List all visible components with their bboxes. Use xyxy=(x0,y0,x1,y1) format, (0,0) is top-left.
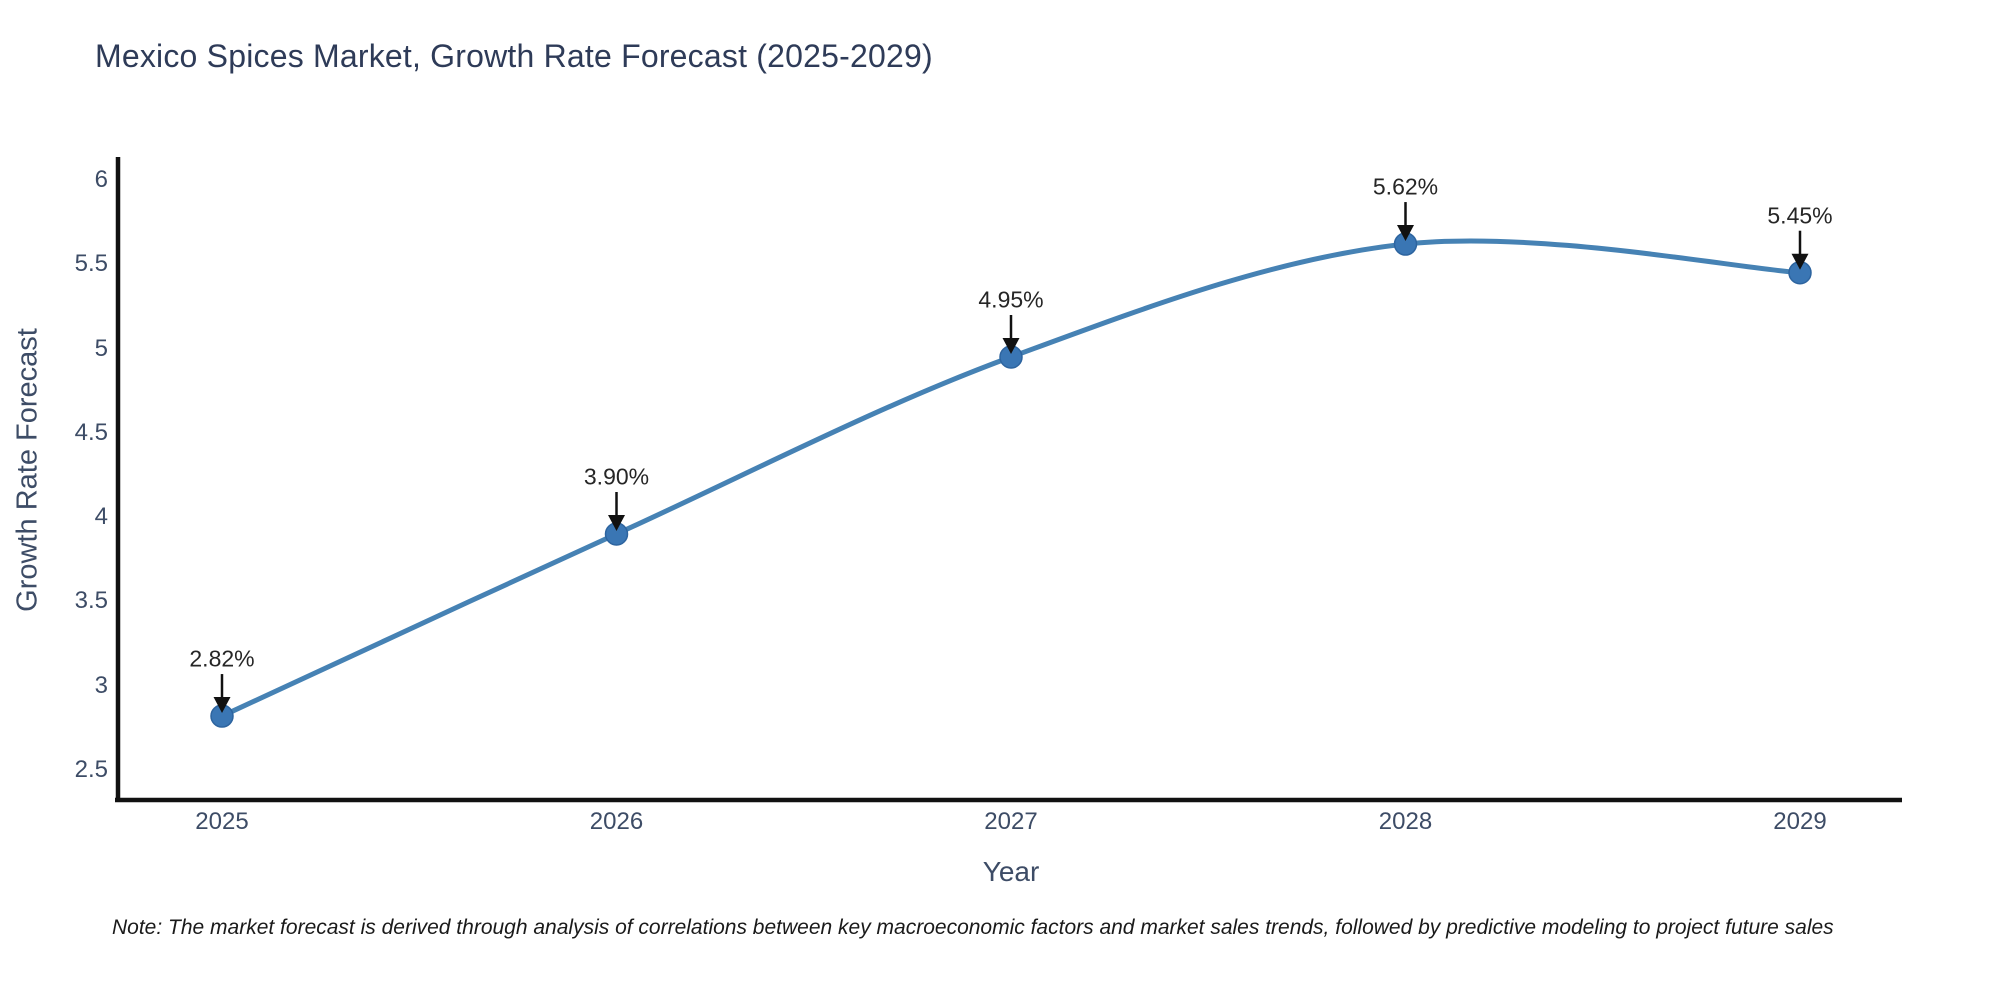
x-tick-label: 2029 xyxy=(1773,808,1827,835)
point-value-annotation: 5.62% xyxy=(1372,173,1439,200)
x-axis-title: Year xyxy=(982,856,1040,887)
annotation-arrowhead-icon xyxy=(1791,253,1809,270)
y-tick-label: 4.5 xyxy=(74,418,108,446)
chart-title: Mexico Spices Market, Growth Rate Foreca… xyxy=(95,38,933,74)
y-tick-label: 3 xyxy=(94,671,108,699)
chart-footnote: Note: The market forecast is derived thr… xyxy=(112,916,1834,939)
point-value-annotation: 2.82% xyxy=(189,645,255,672)
annotation-arrowhead-icon xyxy=(1002,338,1020,354)
y-tick-label: 6 xyxy=(94,166,108,193)
x-tick-label: 2028 xyxy=(1378,808,1433,835)
annotation-arrowhead-icon xyxy=(213,697,231,714)
y-tick-label: 4 xyxy=(94,503,108,531)
y-tick-label: 2.5 xyxy=(74,756,108,783)
point-value-annotation: 4.95% xyxy=(978,286,1044,313)
x-tick-label: 2026 xyxy=(589,808,644,835)
y-tick-label: 5 xyxy=(94,334,108,362)
annotation-arrowhead-icon xyxy=(1397,225,1414,242)
y-tick-label: 3.5 xyxy=(74,587,108,615)
annotation-arrowhead-icon xyxy=(608,515,625,531)
y-tick-label: 5.5 xyxy=(74,250,108,278)
point-value-annotation: 3.90% xyxy=(583,463,650,490)
point-value-annotation: 5.45% xyxy=(1767,202,1833,229)
x-tick-label: 2027 xyxy=(984,808,1038,835)
x-tick-label: 2025 xyxy=(195,808,249,835)
